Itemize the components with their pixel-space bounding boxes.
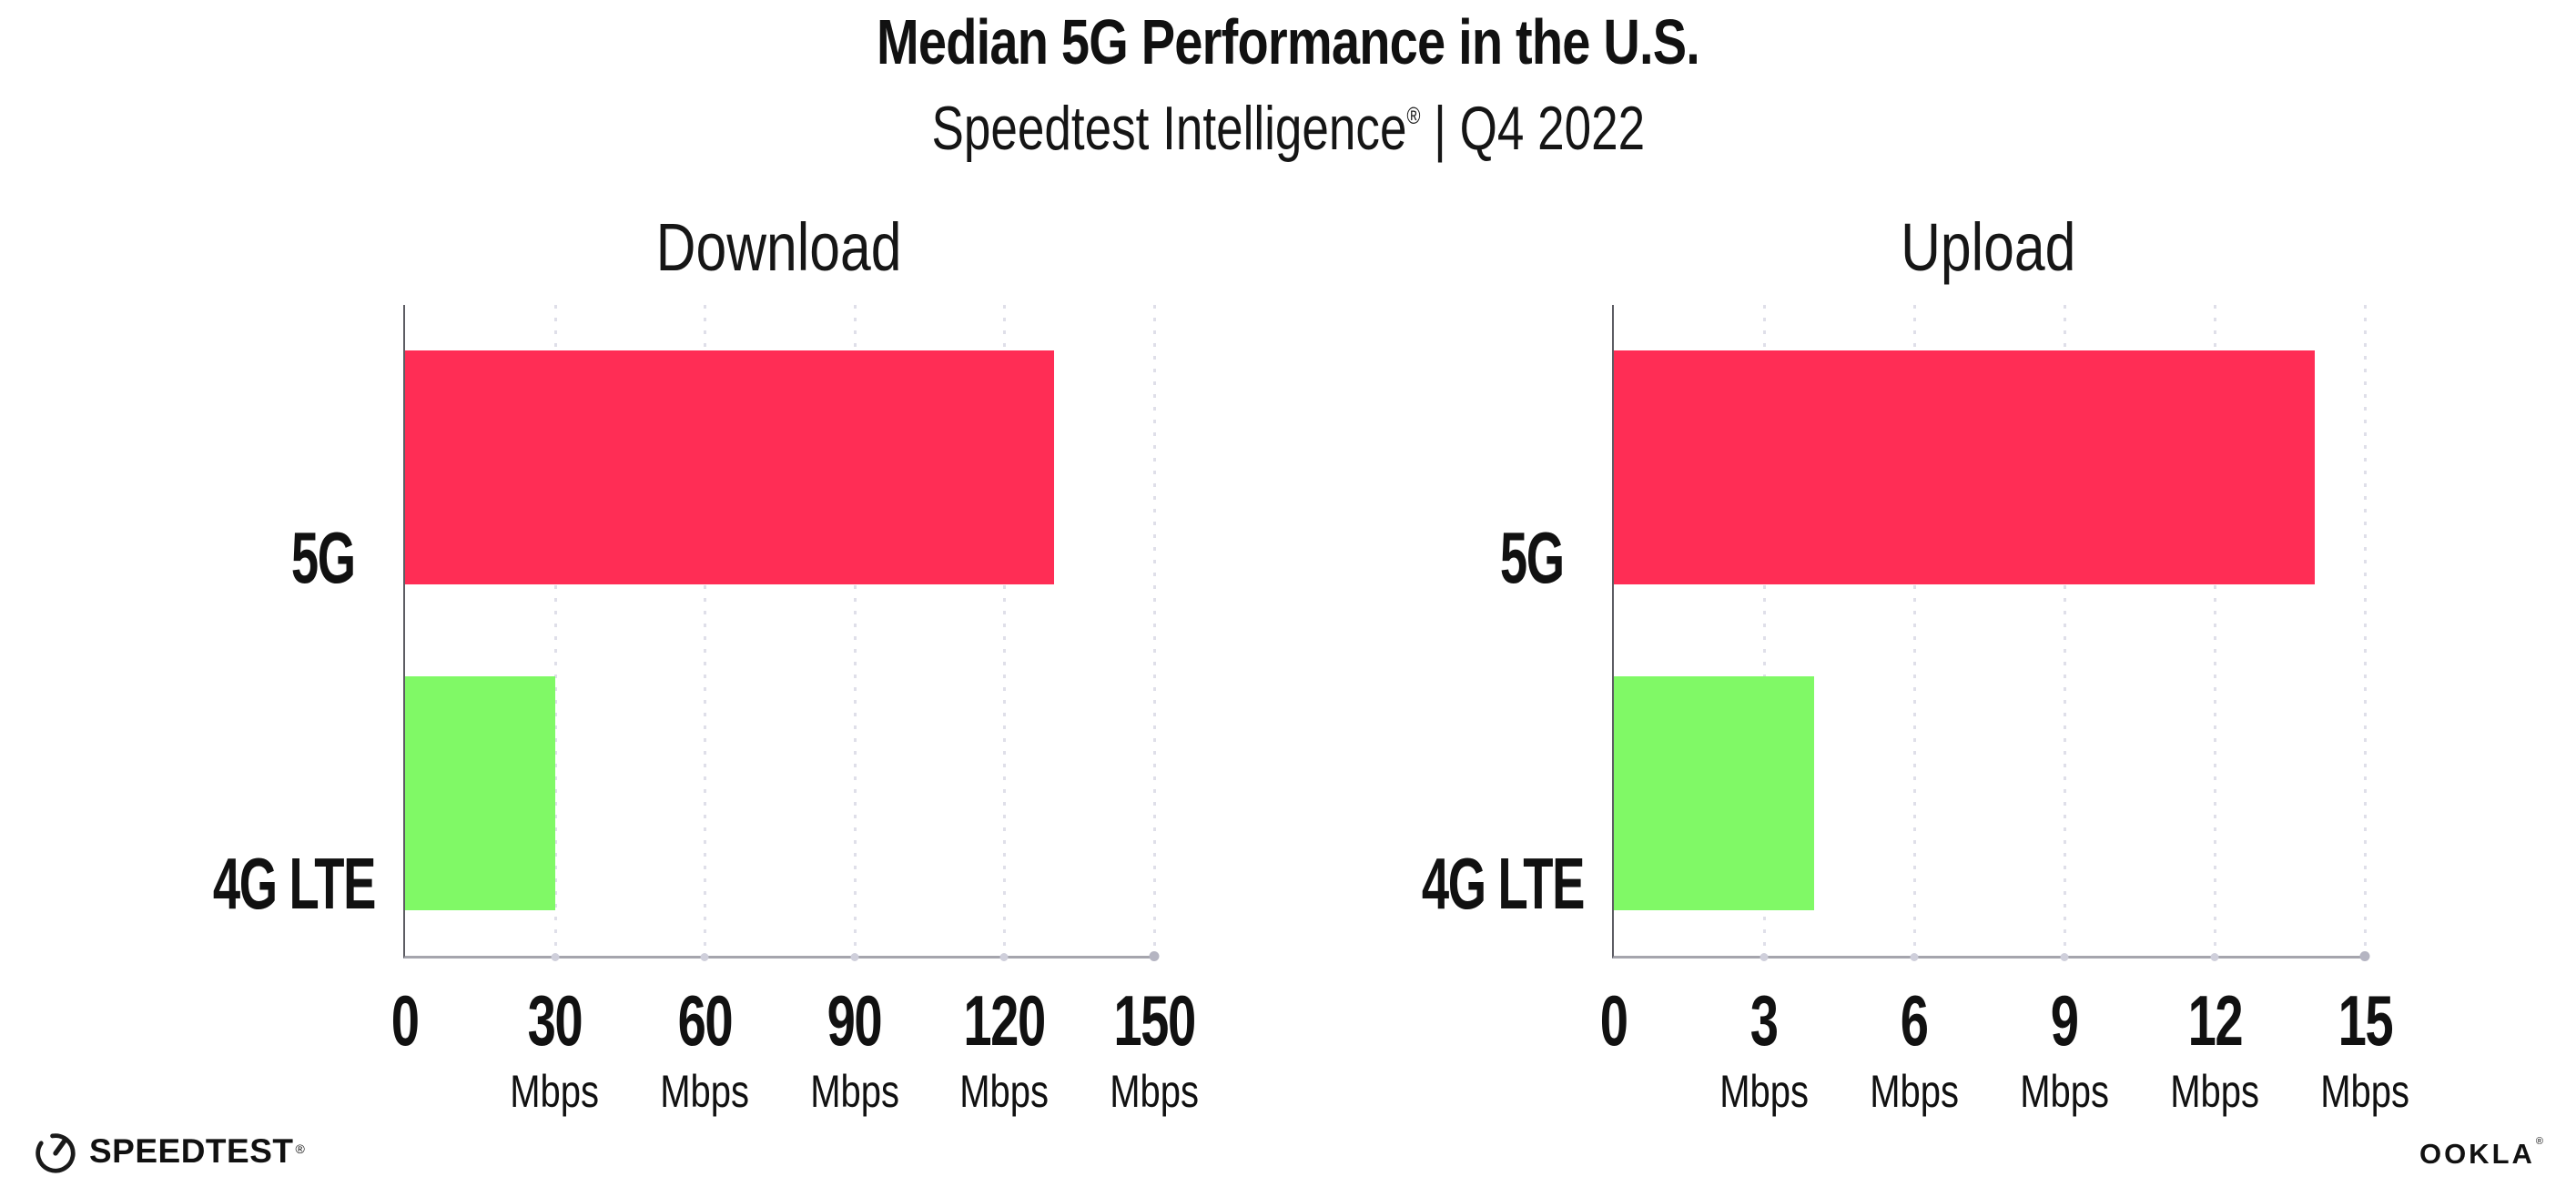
page-subtitle: Speedtest Intelligence® | Q4 2022 [0, 95, 2576, 163]
bar-row-4g-lte [1614, 631, 2365, 957]
axis-tick-dot [2060, 953, 2069, 961]
speedtest-registered-mark: ® [295, 1141, 305, 1156]
bar-row-4g-lte [405, 631, 1154, 957]
x-tick-120: 120 Mbps [959, 980, 1050, 1117]
ookla-registered-mark: ® [2535, 1136, 2543, 1147]
gridline [853, 305, 857, 956]
axis-tick-dot [850, 953, 859, 961]
axis-tick-dot [1910, 953, 1919, 961]
download-chart: Download 5G 4G LTE 0 [137, 209, 1199, 1179]
registered-mark: ® [1406, 102, 1421, 130]
axis-tick-dot [999, 953, 1009, 961]
x-tick-0: 0 [391, 980, 420, 1060]
gridline [704, 305, 707, 956]
x-tick-0: 0 [1600, 980, 1628, 1060]
axis-end-dot [1149, 951, 1160, 961]
bar-4g-lte-download [405, 675, 555, 910]
gridline [1003, 305, 1007, 956]
upload-chart: Upload 5G 4G LTE 0 [1345, 209, 2409, 1179]
speedtest-logo: SPEEDTEST ® [31, 1127, 305, 1176]
x-tick-9: 9 Mbps [2020, 980, 2109, 1117]
subtitle-period: | Q4 2022 [1420, 94, 1645, 163]
upload-chart-title: Upload [1901, 209, 2076, 285]
download-plot-area: 0 30 Mbps 60 Mbps 90 Mbps 120 Mbps 150 M… [391, 305, 1199, 1114]
ookla-logo: OOKLA ® [2419, 1136, 2543, 1171]
axis-tick-dot [2210, 953, 2219, 961]
category-label-5g: 5G [291, 517, 356, 599]
gridline [2214, 305, 2216, 956]
x-tick-15: 15 Mbps [2320, 980, 2409, 1117]
category-label-4g-lte: 4G LTE [1421, 843, 1586, 925]
bar-row-5g [405, 305, 1154, 631]
x-tick-90: 90 Mbps [809, 980, 899, 1117]
speedtest-wordmark: SPEEDTEST [89, 1132, 294, 1170]
bar-row-5g [1614, 305, 2365, 631]
x-tick-6: 6 Mbps [1870, 980, 1959, 1117]
page-title: Median 5G Performance in the U.S. [876, 6, 1700, 77]
category-label-4g-lte: 4G LTE [212, 843, 377, 925]
x-tick-30: 30 Mbps [510, 980, 600, 1117]
gridline [2064, 305, 2066, 956]
axis-tick-dot [700, 953, 709, 961]
ookla-wordmark: OOKLA [2419, 1138, 2535, 1170]
bar-5g-upload [1614, 350, 2315, 585]
axis-tick-dot [551, 953, 560, 961]
bar-4g-lte-upload [1614, 675, 1814, 910]
subtitle-brand: Speedtest Intelligence [931, 94, 1407, 163]
bar-5g-download [405, 350, 1055, 585]
gridline [2364, 305, 2367, 956]
axis-end-dot [2359, 951, 2370, 961]
category-label-5g: 5G [1500, 517, 1565, 599]
download-chart-title: Download [655, 209, 902, 285]
gridline [553, 305, 557, 956]
upload-plot-area: 0 3 Mbps 6 Mbps 9 Mbps 12 Mbps 15 Mbps [1600, 305, 2409, 1114]
axis-tick-dot [1760, 953, 1769, 961]
gridline [1153, 305, 1156, 956]
x-tick-60: 60 Mbps [660, 980, 750, 1117]
x-tick-150: 150 Mbps [1110, 980, 1199, 1117]
speedtest-gauge-icon [35, 1133, 76, 1173]
x-tick-12: 12 Mbps [2170, 980, 2259, 1117]
gridline [1763, 305, 1766, 956]
x-tick-3: 3 Mbps [1719, 980, 1809, 1117]
gridline [1913, 305, 1916, 956]
